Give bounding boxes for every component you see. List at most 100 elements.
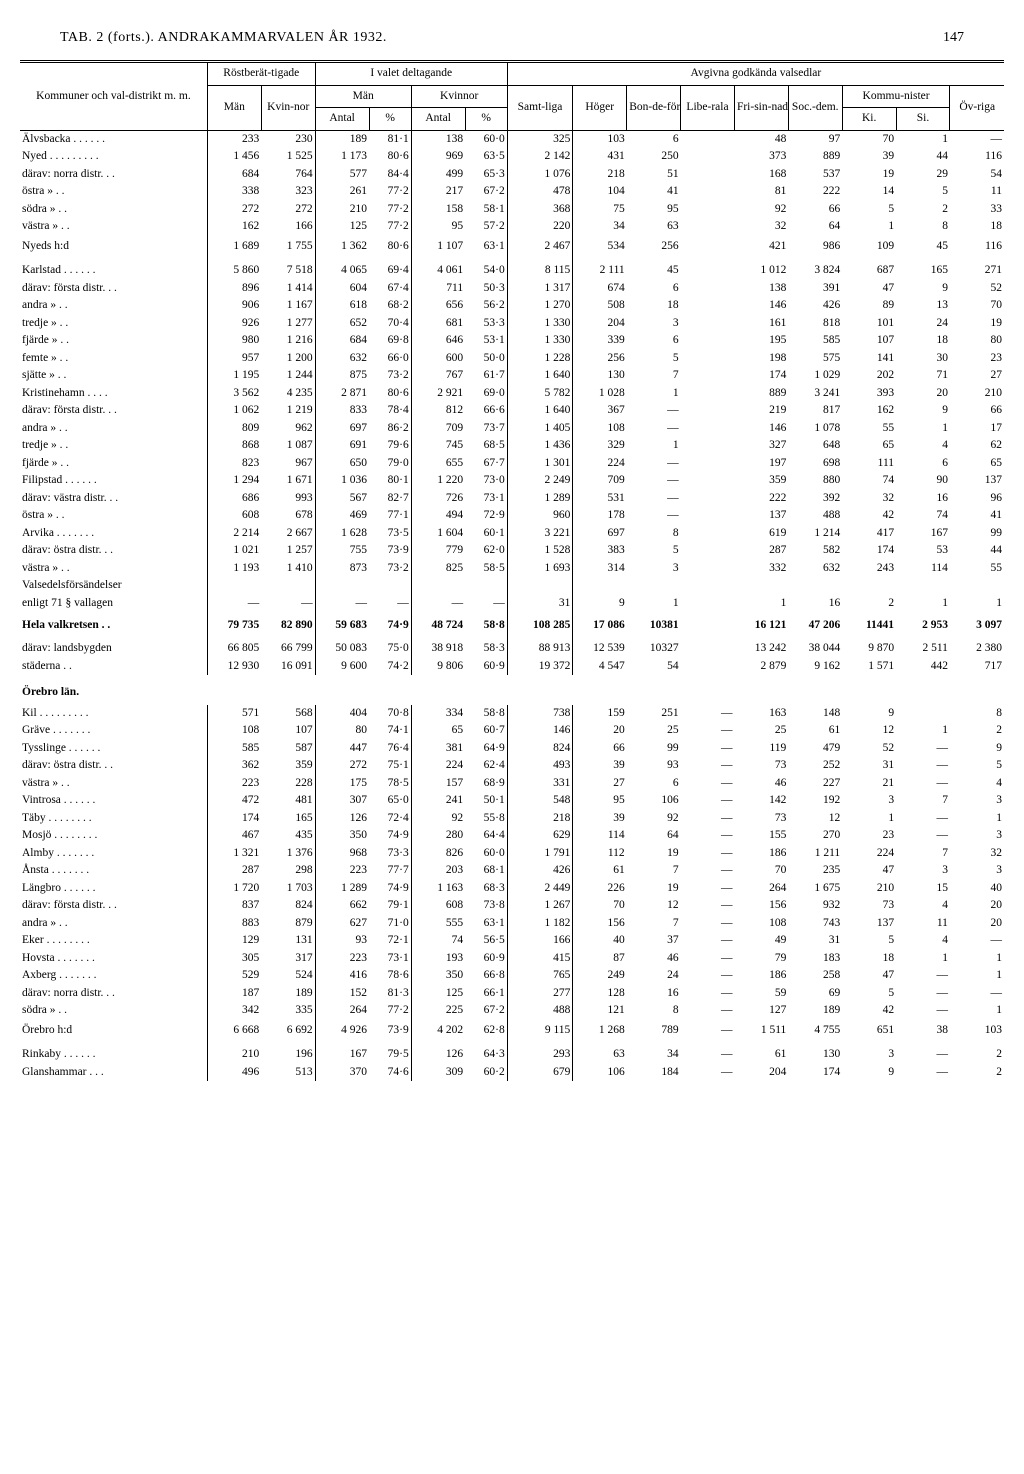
cell: 280 [411,827,465,845]
cell: 373 [734,148,788,166]
cell: 79·6 [369,437,411,455]
cell: 426 [507,862,573,880]
cell: 41 [950,507,1004,525]
cell: Almby . . . . . . . [20,845,207,863]
cell: 152 [315,985,369,1003]
cell: 534 [573,236,627,258]
cell: 178 [573,507,627,525]
cell: Kristinehamn . . . . [20,385,207,403]
cell: 187 [207,985,261,1003]
table-row: sjätte » . .1 1951 24487573·276761·71 64… [20,367,1004,385]
cell [681,315,735,333]
cell: 1 693 [507,560,573,578]
cell: 691 [315,437,369,455]
cell: 314 [573,560,627,578]
cell: västra » . . [20,218,207,236]
cell: 3 [950,862,1004,880]
cell: 48 [734,130,788,148]
cell: 2 380 [950,635,1004,658]
table-row: Örebro h:d6 6686 6924 92673·94 20262·89 … [20,1020,1004,1042]
cell: 131 [261,932,315,950]
cell: 1 078 [788,420,842,438]
cell: 548 [507,792,573,810]
cell: 141 [842,350,896,368]
cell [681,577,735,595]
cell: 108 [573,420,627,438]
cell: 5 860 [207,257,261,280]
cell: 2 [950,722,1004,740]
cell: 251 [627,705,681,723]
cell: 39 [573,757,627,775]
cell: 67·4 [369,280,411,298]
cell: 25 [627,722,681,740]
cell: 812 [411,402,465,420]
cell: 47 [842,862,896,880]
cell: 61 [573,862,627,880]
cell: 9 [842,705,896,723]
cell: — [207,595,261,613]
cell: därav: norra distr. . . [20,166,207,184]
cell [681,542,735,560]
cell: 95 [573,792,627,810]
cell: 1 211 [788,845,842,863]
cell [681,166,735,184]
cell: 65·0 [369,792,411,810]
cell: 632 [788,560,842,578]
cell: — [896,1041,950,1064]
cell: 78·4 [369,402,411,420]
col-liberala: Libe-­rala [681,85,735,130]
cell: 249 [573,967,627,985]
cell: 13 [896,297,950,315]
cell: 1 289 [315,880,369,898]
cell: — [681,932,735,950]
cell: 488 [507,1002,573,1020]
cell: — [681,950,735,968]
cell: östra » . . [20,507,207,525]
cell: 1 076 [507,166,573,184]
cell [681,472,735,490]
cell: 6 [896,455,950,473]
cell: 20 [950,915,1004,933]
cell: västra » . . [20,775,207,793]
cell: 619 [734,525,788,543]
cell: 9 600 [315,658,369,676]
cell: 87 [573,950,627,968]
cell: 60·0 [465,845,507,863]
cell: — [896,757,950,775]
cell: 1 267 [507,897,573,915]
cell: 126 [411,1041,465,1064]
cell: 38 918 [411,635,465,658]
cell: 323 [261,183,315,201]
cell: 824 [507,740,573,758]
cell: — [681,1020,735,1042]
cell: 684 [315,332,369,350]
table-row: Arvika . . . . . . .2 2142 6671 62873·51… [20,525,1004,543]
cell: 585 [788,332,842,350]
cell: 600 [411,350,465,368]
cell: 146 [507,722,573,740]
cell: 217 [411,183,465,201]
cell: 82 890 [261,612,315,635]
cell: 31 [507,595,573,613]
cell: därav: östra distr. . . [20,542,207,560]
cell: 33 [950,201,1004,219]
cell: 17 086 [573,612,627,635]
cell: 415 [507,950,573,968]
cell: 197 [734,455,788,473]
cell: 39 [573,810,627,828]
cell: 37 [627,932,681,950]
cell: 629 [507,827,573,845]
cell: 1 182 [507,915,573,933]
cell: 5 [950,757,1004,775]
cell [896,705,950,723]
cell: 241 [411,792,465,810]
cell: 298 [261,862,315,880]
cell: 488 [788,507,842,525]
cell: 252 [788,757,842,775]
table-row: södra » . .34233526477·222567·24881218—1… [20,1002,1004,1020]
cell: — [261,595,315,613]
cell: 95 [411,218,465,236]
col-ki: Ki. [842,108,896,131]
cell: — [950,985,1004,1003]
cell: 3 241 [788,385,842,403]
